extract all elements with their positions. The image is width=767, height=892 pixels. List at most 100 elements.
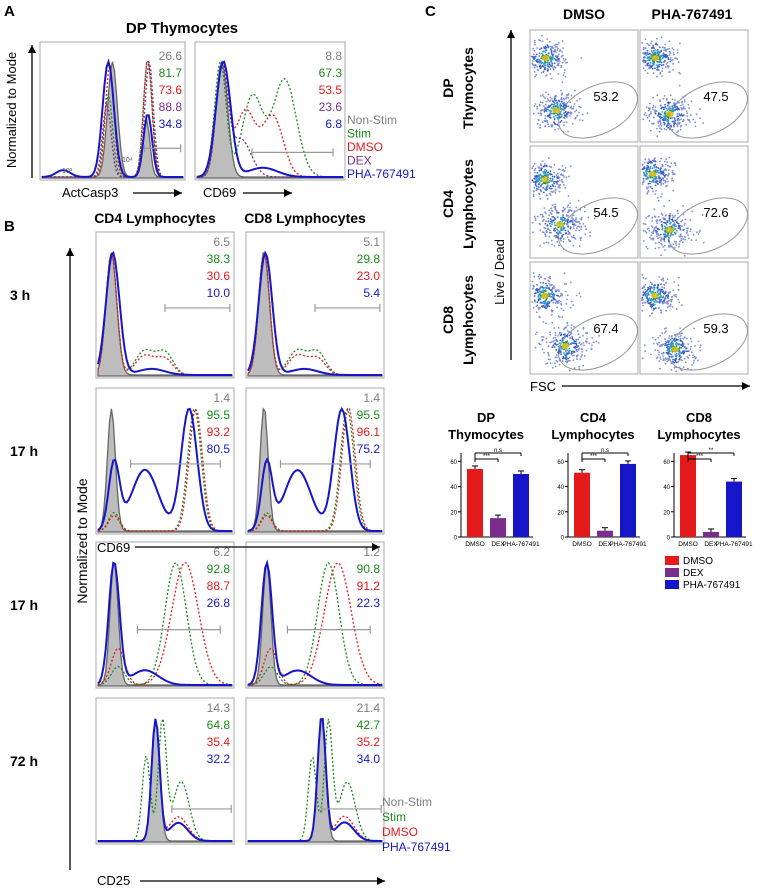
panel-c-dot [539,281,542,284]
panel-c-dot [682,337,685,340]
panel-c-dot [641,163,644,166]
panel-c-dot [550,166,553,169]
panel-b-0-cd4-value: 6.5 [213,235,230,249]
panel-c-dot [698,231,701,233]
panel-c-dot [549,48,552,50]
panel-c-dot [567,105,570,108]
panel-c-dot [675,341,678,344]
panel-c-dot [660,295,662,297]
panel-c-dot [552,106,555,108]
panel-c-dot [665,63,668,65]
panel-c-dot [545,103,547,106]
panel-c-dot [546,198,549,200]
panel-c-dot [554,334,557,337]
panel-c-dot [656,94,659,97]
panel-c-dot [651,180,654,182]
panel-c-dot [576,114,578,117]
panel-c-dot [543,351,545,354]
panel-c-dot [663,237,666,240]
panel-c-dot [542,95,545,98]
panel-c-bar-0-1 [490,518,506,537]
panel-c-dot [668,40,671,43]
panel-c-dot [648,52,651,55]
panel-c-dot [561,51,563,53]
panel-c-dot [667,347,670,349]
panel-c-dot [538,222,541,225]
panel-c-dot [666,118,669,121]
panel-a-cd69-curve-pha [196,60,343,178]
panel-c-dot [643,56,646,59]
panel-c-dot [657,233,659,236]
panel-c-dot [575,229,577,232]
panel-c-dot [571,216,573,219]
panel-c-dot [679,240,681,243]
panel-c-dot [573,219,576,222]
panel-c-dot [577,220,579,223]
panel-c-hotspot [555,221,564,228]
panel-c-dot [667,57,670,59]
panel-c-dot [546,188,548,191]
panel-c-dot [539,64,542,67]
panel-c-dot [664,236,667,238]
panel-c-dot [563,102,566,105]
panel-c-dot [673,216,675,218]
panel-c-dot [559,358,561,361]
panel-c-dot [563,121,565,124]
panel-c-dot [551,178,554,181]
panel-c-dot [538,315,541,318]
panel-c-sig-label: n.s [601,448,609,454]
panel-c-dot [660,300,662,302]
panel-c-dot [537,112,540,114]
panel-c-dot [648,113,651,116]
panel-c-dot [537,69,540,72]
panel-c-dot [563,124,565,127]
panel-c-dot [568,231,571,234]
panel-c-dot [549,341,551,344]
panel-c-dot [536,291,539,294]
panel-c-dot [680,118,682,120]
panel-c-dot [543,105,545,108]
panel-c-dot [649,302,651,305]
panel-c-dot [564,357,567,359]
panel-c-dot [556,356,558,359]
panel-c-dot [672,62,674,65]
panel-c-dot [664,343,667,345]
panel-c-dot [544,211,546,214]
panel-c-dot [680,104,682,107]
panel-c-dot [667,126,670,129]
panel-c-dot [564,107,566,110]
panel-c-dot [562,130,564,133]
panel-c-dot [547,171,549,174]
panel-c-dot [549,194,552,197]
panel-c-dot [653,62,655,65]
panel-c-dot [573,367,576,369]
panel-c-dot [646,186,648,189]
panel-c-dot [669,107,672,110]
panel-b-hist-2-cd8-curve-dmso [247,562,383,686]
panel-b-hist-1-cd8-curve-pha [247,406,382,532]
panel-c-dot [565,290,567,293]
panel-c-dot [561,360,564,363]
panel-c-dot [666,278,669,280]
panel-c-dot [567,349,569,351]
panel-c-dot [553,235,556,238]
panel-b-3-cd4-value: 35.4 [207,735,231,749]
panel-c-dot [532,181,535,183]
panel-c-dot [670,335,673,337]
panel-c-dot [661,225,664,228]
panel-c-dot [676,119,679,121]
panel-c-dot [667,107,670,109]
panel-c-dot [551,293,553,296]
panel-c-dot [661,163,664,166]
panel-c-dot [535,174,538,177]
panel-c-dot [553,229,555,232]
panel-c-dot [668,128,671,130]
panel-c-dot [561,98,563,101]
panel-c-dot [536,66,539,68]
panel-c-sig-label: *** [483,454,491,460]
panel-c-dot [558,60,561,63]
panel-c-dot [549,275,551,278]
panel-c-dot [536,287,538,290]
panel-c-dot [647,298,650,301]
panel-c-dot [534,333,537,335]
